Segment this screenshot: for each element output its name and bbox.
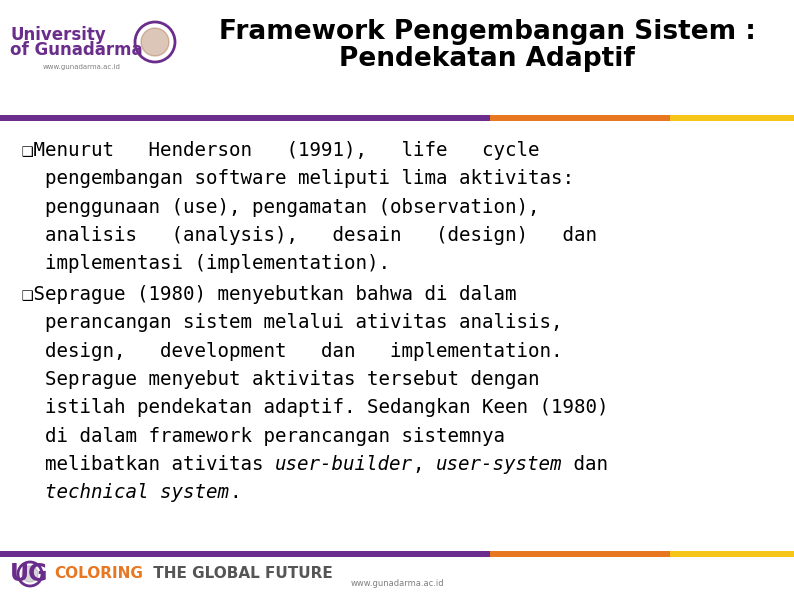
Text: user-builder: user-builder <box>275 455 413 474</box>
Text: www.gunadarma.ac.id: www.gunadarma.ac.id <box>350 578 444 587</box>
Text: ,: , <box>413 455 436 474</box>
Bar <box>670 551 794 557</box>
Text: ❑Seprague (1980) menyebutkan bahwa di dalam: ❑Seprague (1980) menyebutkan bahwa di da… <box>22 285 517 304</box>
Text: user-system: user-system <box>436 455 562 474</box>
Text: University: University <box>10 26 106 44</box>
Bar <box>0 551 794 557</box>
Circle shape <box>22 566 38 582</box>
Text: melibatkan ativitas: melibatkan ativitas <box>22 455 275 474</box>
Text: implementasi (implementation).: implementasi (implementation). <box>22 255 390 274</box>
Text: Pendekatan Adaptif: Pendekatan Adaptif <box>339 46 635 72</box>
Text: penggunaan (use), pengamatan (observation),: penggunaan (use), pengamatan (observatio… <box>22 198 539 217</box>
Circle shape <box>141 28 169 56</box>
Text: design,   development   dan   implementation.: design, development dan implementation. <box>22 342 562 361</box>
Text: COLORING: COLORING <box>54 566 143 581</box>
Text: Framework Pengembangan Sistem :: Framework Pengembangan Sistem : <box>218 19 755 45</box>
Text: analisis   (analysis),   desain   (design)   dan: analisis (analysis), desain (design) dan <box>22 226 597 245</box>
Text: dan: dan <box>562 455 608 474</box>
Bar <box>0 115 794 121</box>
Text: pengembangan software meliputi lima aktivitas:: pengembangan software meliputi lima akti… <box>22 170 574 189</box>
Text: Seprague menyebut aktivitas tersebut dengan: Seprague menyebut aktivitas tersebut den… <box>22 370 539 389</box>
Text: of Gunadarma: of Gunadarma <box>10 41 143 59</box>
Bar <box>670 115 794 121</box>
Text: technical system: technical system <box>45 483 229 502</box>
Text: .: . <box>229 483 241 502</box>
Text: perancangan sistem melalui ativitas analisis,: perancangan sistem melalui ativitas anal… <box>22 313 562 332</box>
Text: ❑Menurut   Henderson   (1991),   life   cycle: ❑Menurut Henderson (1991), life cycle <box>22 141 539 160</box>
Text: www.gunadarma.ac.id: www.gunadarma.ac.id <box>43 64 121 70</box>
Text: THE GLOBAL FUTURE: THE GLOBAL FUTURE <box>148 566 333 581</box>
Text: di dalam framework perancangan sistemnya: di dalam framework perancangan sistemnya <box>22 427 505 446</box>
Text: istilah pendekatan adaptif. Sedangkan Keen (1980): istilah pendekatan adaptif. Sedangkan Ke… <box>22 398 608 417</box>
Text: UG: UG <box>10 562 48 586</box>
Bar <box>490 551 670 557</box>
Bar <box>490 115 670 121</box>
